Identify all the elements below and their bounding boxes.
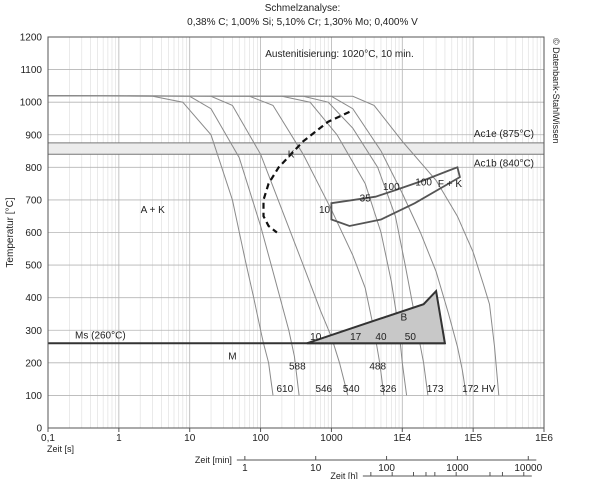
y-tick-label: 0	[36, 424, 42, 435]
region-label: A + K	[141, 205, 166, 216]
y-tick-label: 700	[25, 195, 42, 206]
cooling-curve	[47, 95, 385, 396]
y-tick-label: 1000	[20, 98, 43, 109]
y-tick-label: 1100	[20, 65, 42, 76]
ac1b-label: Ac1b (840°C)	[474, 158, 534, 169]
bainite-percent-label: 40	[375, 332, 387, 343]
x-tick-label: 1E5	[464, 433, 482, 444]
x-tick-label: 1	[242, 463, 248, 474]
hardness-label: 540	[343, 384, 360, 395]
pearlite-region	[330, 166, 461, 227]
x-tick-label: 10	[184, 433, 196, 444]
y-tick-label: 200	[25, 358, 42, 369]
y-tick-label: 800	[25, 163, 42, 174]
chart-subtitle: 0,38% C; 1,00% Si; 5,10% Cr; 1,30% Mo; 0…	[187, 17, 418, 28]
x-tick-label: 100	[378, 463, 395, 474]
y-tick-label: 400	[25, 293, 42, 304]
x-tick-label: 10000	[514, 463, 542, 474]
ac1e-label: Ac1e (875°C)	[474, 129, 534, 140]
y-tick-label: 300	[25, 326, 42, 337]
hardness-label: 173	[427, 384, 444, 395]
x-tick-label: 10	[310, 463, 322, 474]
x-tick-label: 1E6	[535, 433, 553, 444]
pearlite-percent-label: 35	[360, 194, 372, 205]
region-label: K	[288, 150, 295, 161]
cooling-curve	[47, 95, 467, 396]
hardness-label: 326	[380, 384, 397, 395]
x-axis-label-hours: Zeit [h]	[330, 471, 358, 479]
austenitizing-note: Austenitisierung: 1020°C, 10 min.	[265, 49, 414, 60]
bainite-percent-label: 10	[310, 332, 322, 343]
y-tick-label: 900	[25, 130, 42, 141]
chart-title: Schmelzanalyse:	[264, 3, 341, 14]
x-axis-label-seconds: Zeit [s]	[47, 444, 74, 454]
cooling-curve	[47, 95, 408, 396]
bainite-region	[306, 288, 447, 345]
bainite-percent-label: 17	[350, 332, 362, 343]
cooling-curve	[47, 95, 429, 396]
y-tick-label: 100	[25, 391, 42, 402]
hardness-label: 172 HV	[462, 384, 496, 395]
pearlite-percent-label: 100	[383, 182, 400, 193]
x-tick-label: 0,1	[41, 433, 55, 444]
x-tick-label: 100	[252, 433, 269, 444]
cooling-curve	[47, 95, 349, 396]
y-tick-label: 1200	[20, 33, 43, 44]
ms-label: Ms (260°C)	[75, 330, 126, 341]
bainite-percent-label: 50	[405, 332, 417, 343]
x-tick-label: 1	[116, 433, 122, 444]
copyright-text: © Datenbank-StahlWissen	[551, 38, 561, 144]
pearlite-percent-label: 100	[415, 177, 432, 188]
y-axis-label: Temperatur [°C]	[5, 197, 16, 267]
cooling-curve	[47, 95, 500, 396]
x-tick-label: 1000	[446, 463, 469, 474]
region-label: M	[228, 352, 236, 363]
plot-frame	[47, 36, 545, 429]
hardness-label: 488	[369, 361, 386, 372]
y-tick-label: 600	[25, 228, 42, 239]
x-tick-label: 1E4	[393, 433, 411, 444]
cooling-curve	[47, 95, 300, 396]
region-label: B	[400, 312, 407, 323]
x-axis-label-minutes: Zeit [min]	[195, 455, 232, 465]
hardness-label: 588	[289, 361, 306, 372]
pearlite-percent-label: 10	[319, 205, 331, 216]
cooling-curve	[47, 95, 274, 396]
y-tick-label: 500	[25, 261, 42, 272]
carbide-boundary	[262, 110, 350, 234]
region-label: F + K	[438, 179, 463, 190]
hardness-label: 546	[315, 384, 332, 395]
hardness-label: 610	[276, 384, 293, 395]
x-tick-label: 1000	[320, 433, 343, 444]
